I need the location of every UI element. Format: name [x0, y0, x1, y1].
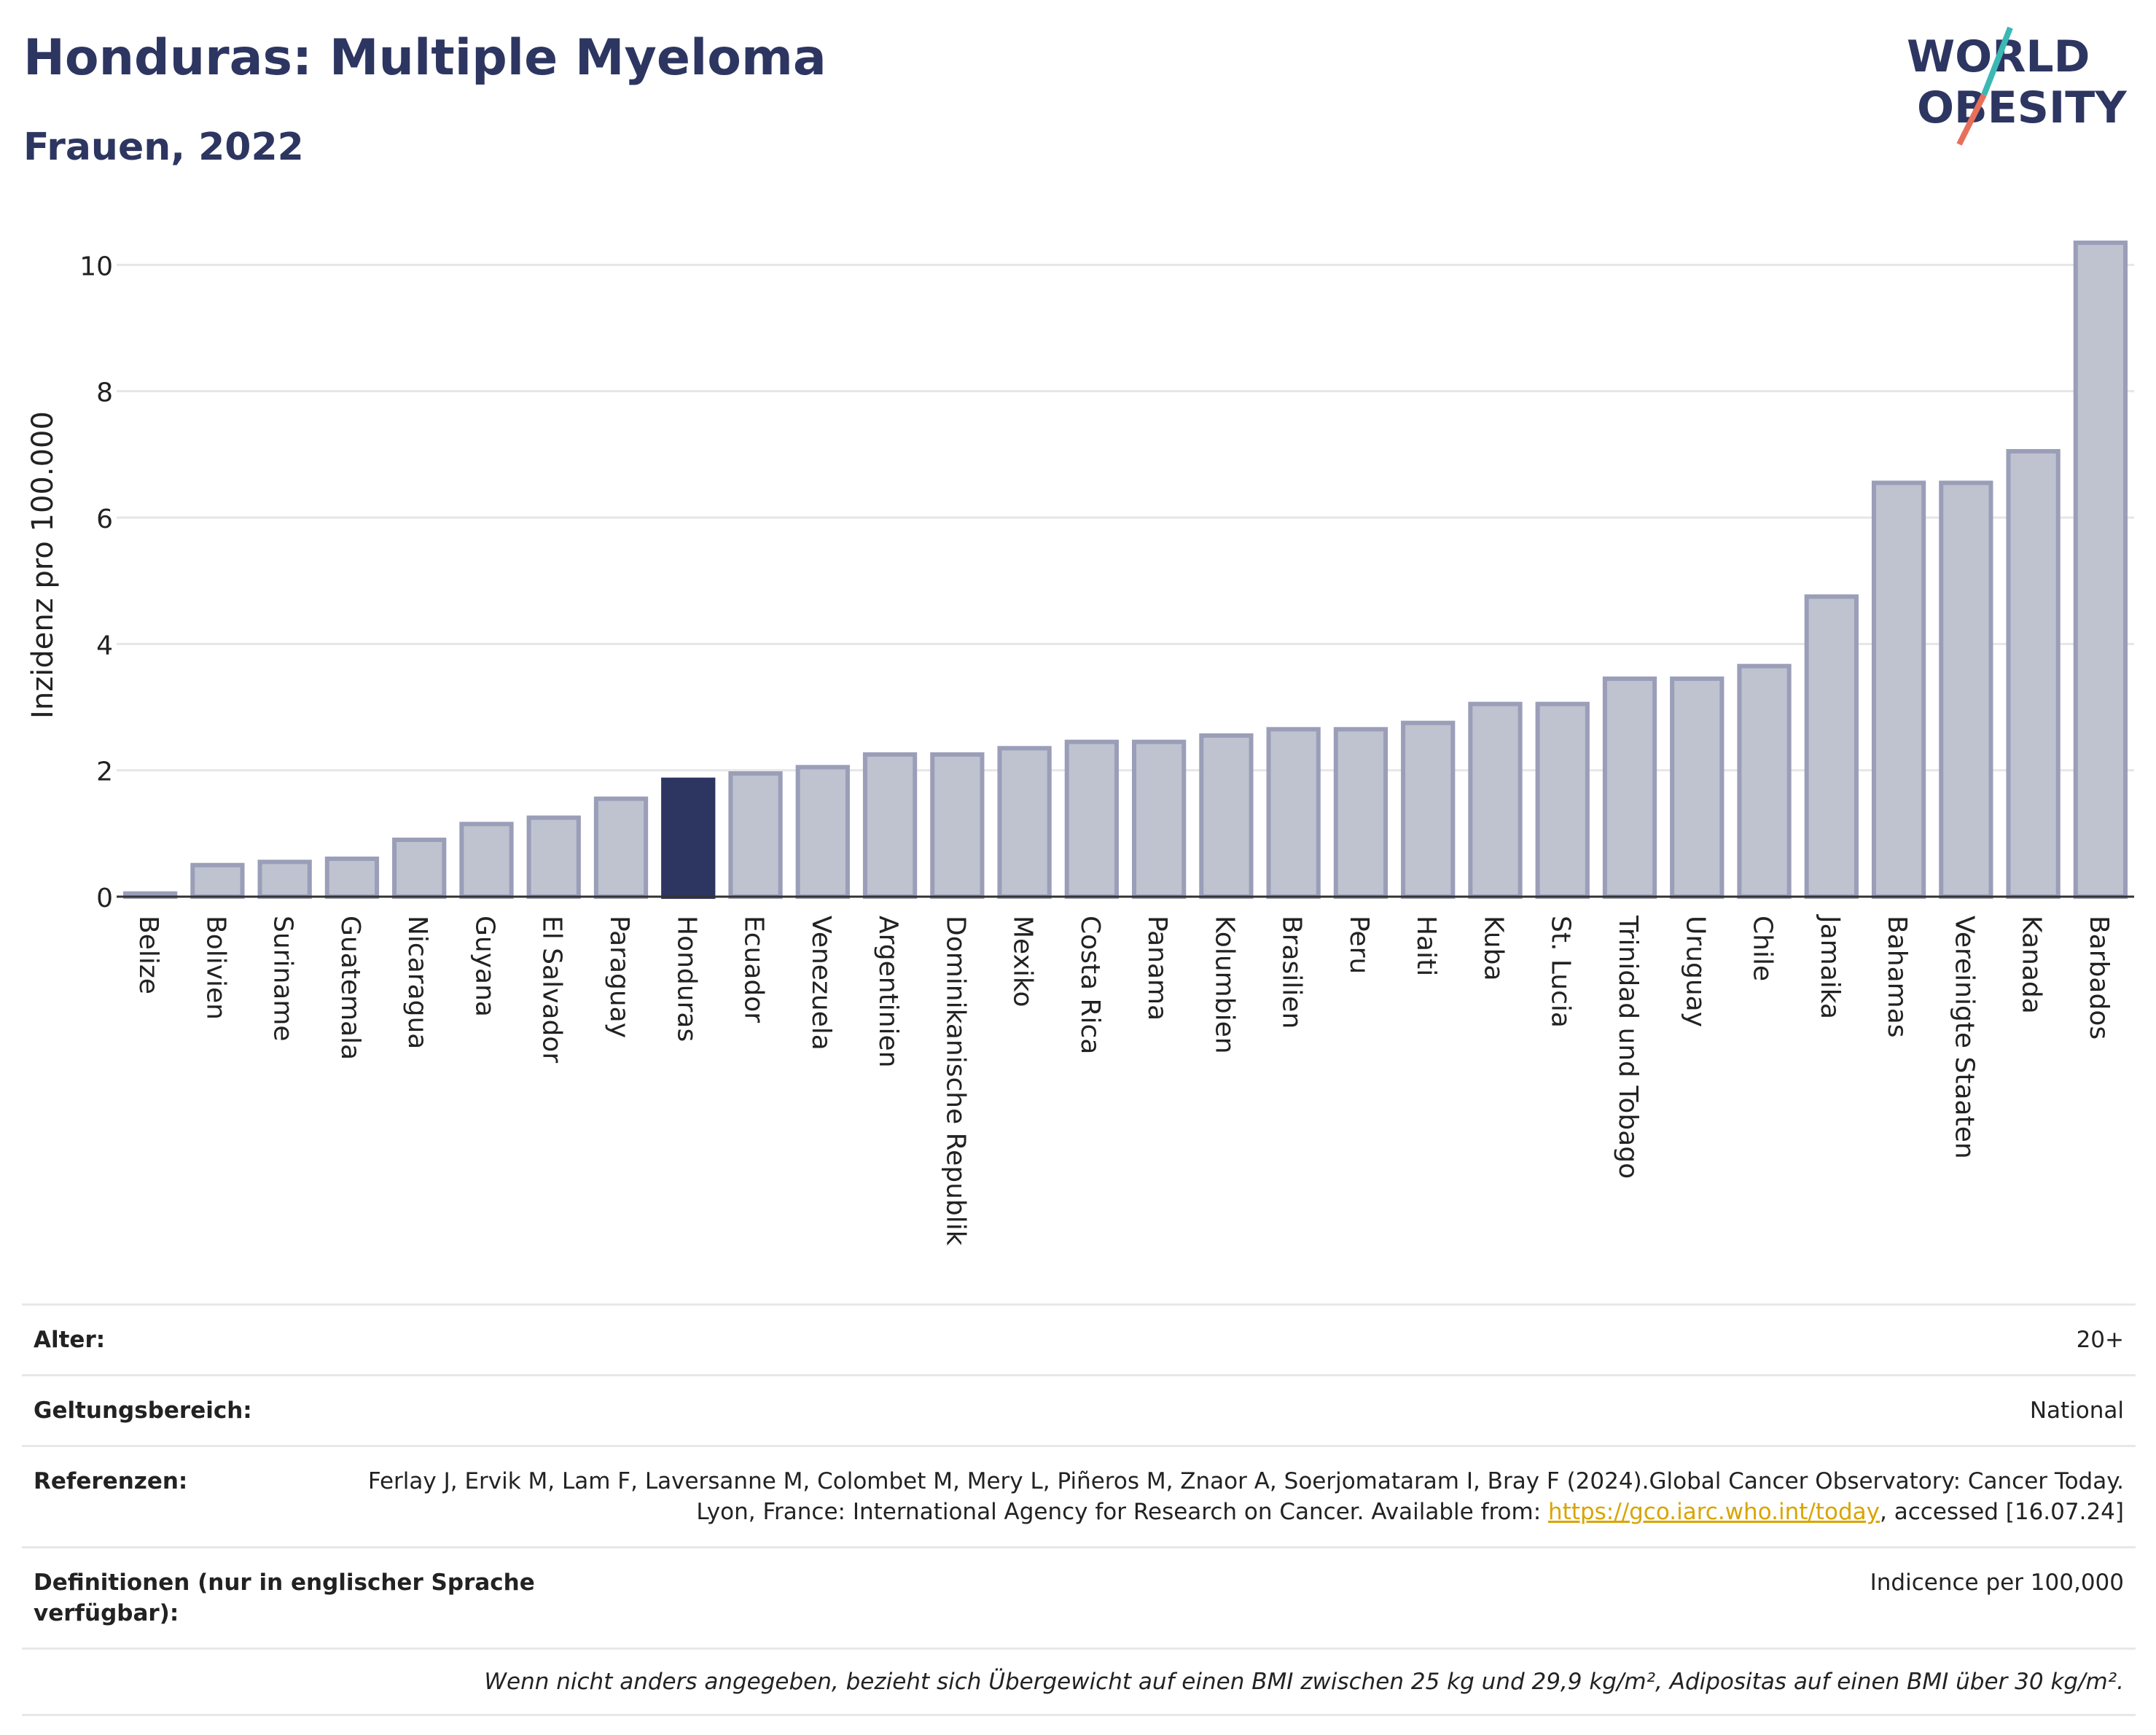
x-tick-label: Bolivien: [200, 916, 230, 1020]
bar: [1199, 733, 1254, 899]
bar: [862, 752, 918, 899]
references-label: Referenzen:: [34, 1468, 188, 1494]
x-tick-label: El Salvador: [537, 916, 567, 1063]
info-row-scope: Geltungsbereich: National: [22, 1374, 2136, 1445]
bar: [2006, 449, 2061, 899]
scope-value: National: [2029, 1397, 2124, 1424]
x-tick-label: Kanada: [2017, 916, 2047, 1014]
x-tick-label: Honduras: [671, 916, 701, 1042]
bar: [795, 765, 850, 900]
world-obesity-logo: WORLD OBESITY: [1907, 26, 2128, 146]
x-tick-label: Costa Rica: [1075, 916, 1105, 1054]
bar: [1468, 701, 1523, 900]
x-tick-label: Barbados: [2084, 916, 2114, 1040]
bar: [392, 838, 447, 899]
bar: [728, 771, 783, 899]
x-tick-label: Belize: [133, 916, 163, 994]
info-row-definitions: Definitionen (nur in englischer Sprache …: [22, 1546, 2136, 1648]
bar: [997, 746, 1052, 900]
x-tick-label: Bahamas: [1882, 916, 1912, 1038]
x-tick-label: Paraguay: [604, 916, 634, 1038]
x-tick-label: Kuba: [1478, 916, 1508, 981]
x-tick-label: Argentinien: [873, 916, 903, 1068]
x-tick-label: Ecuador: [739, 916, 769, 1023]
references-value: Ferlay J, Ervik M, Lam F, Laversanne M, …: [325, 1466, 2124, 1527]
x-tick-label: Suriname: [268, 916, 298, 1042]
bar: [1871, 480, 1926, 899]
age-label: Alter:: [34, 1327, 106, 1353]
x-tick-label: St. Lucia: [1546, 916, 1576, 1028]
info-table: Alter: 20+ Geltungsbereich: National Ref…: [22, 1303, 2136, 1716]
info-row-references: Referenzen: Ferlay J, Ervik M, Lam F, La…: [22, 1445, 2136, 1546]
x-tick-label: Vereinigte Staaten: [1949, 916, 1979, 1159]
info-row-note: Wenn nicht anders angegeben, bezieht sic…: [22, 1648, 2136, 1716]
x-tick-label: Trinidad und Tobago: [1613, 915, 1643, 1179]
x-tick-label: Panama: [1142, 916, 1172, 1021]
bar: [1602, 677, 1657, 899]
x-tick-label: Uruguay: [1680, 916, 1710, 1027]
y-tick-label: 2: [96, 757, 113, 787]
x-tick-label: Jamaika: [1815, 914, 1845, 1019]
references-accessed: , accessed [16.07.24]: [1879, 1499, 2124, 1525]
x-tick-label: Chile: [1748, 916, 1778, 981]
bar: [1804, 594, 1859, 899]
references-link[interactable]: https://gco.iarc.who.int/today: [1548, 1499, 1880, 1525]
bar: [1131, 739, 1187, 900]
age-value: 20+: [2076, 1327, 2124, 1353]
bar: [1670, 677, 1725, 899]
x-tick-label: Nicaragua: [402, 916, 432, 1049]
bar: [324, 857, 380, 899]
bar: [257, 859, 312, 900]
x-tick-label: Peru: [1344, 916, 1374, 974]
bar: [190, 862, 245, 899]
bar: [1737, 663, 1792, 900]
x-tick-label: Guatemala: [335, 916, 365, 1060]
bar: [1535, 701, 1590, 900]
scope-label: Geltungsbereich:: [34, 1397, 252, 1424]
y-tick-label: 4: [96, 631, 113, 660]
y-axis-label: Inzidenz pro 100.000: [26, 411, 60, 719]
y-tick-label: 8: [96, 378, 113, 408]
definitions-label: Definitionen (nur in englischer Sprache …: [34, 1570, 535, 1626]
definitions-value: Indicence per 100,000: [1870, 1570, 2124, 1596]
x-tick-label: Haiti: [1411, 916, 1441, 976]
y-tick-label: 0: [96, 884, 113, 913]
page-subtitle: Frauen, 2022: [23, 125, 304, 169]
bar: [661, 777, 716, 899]
bar: [1939, 480, 1993, 899]
svg-text:OBESITY: OBESITY: [1917, 82, 2128, 133]
x-tick-label: Kolumbien: [1209, 916, 1239, 1054]
bar: [1401, 720, 1456, 900]
bar-chart: 0 2 4 6 8 10 Inzidenz pro 100.000 Belize Bolivie…: [26, 241, 2134, 1246]
y-tick-label: 6: [96, 504, 113, 534]
bar: [2073, 241, 2128, 899]
x-tick-label: Mexiko: [1008, 916, 1038, 1007]
bar: [930, 752, 985, 899]
references-text: Ferlay J, Ervik M, Lam F, Laversanne M, …: [367, 1468, 2124, 1525]
x-tick-label: Venezuela: [806, 916, 836, 1050]
bar: [1333, 727, 1388, 899]
y-tick-label: 10: [79, 252, 113, 281]
x-tick-label: Guyana: [469, 916, 499, 1017]
bar: [459, 822, 514, 900]
page-title: Honduras: Multiple Myeloma: [23, 29, 827, 87]
bar: [593, 796, 649, 899]
x-tick-label: Dominikanische Republik: [940, 916, 970, 1246]
bar: [1266, 727, 1321, 899]
bar: [526, 815, 581, 899]
x-tick-label: Brasilien: [1277, 916, 1307, 1029]
bmi-note: Wenn nicht anders angegeben, bezieht sic…: [484, 1669, 2124, 1695]
bar: [1064, 739, 1120, 900]
info-row-age: Alter: 20+: [22, 1303, 2136, 1374]
